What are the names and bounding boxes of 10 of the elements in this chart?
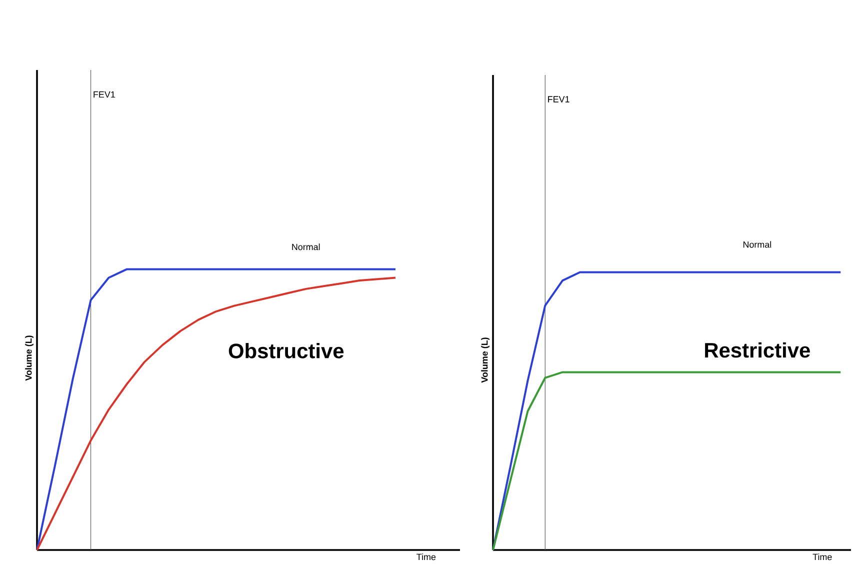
text: Normal <box>743 241 772 248</box>
text: FEV1 <box>548 96 570 102</box>
x-axis-title: Time <box>416 554 436 560</box>
series-label: Restrictive <box>705 342 810 358</box>
x-axis-title: Time <box>812 554 832 560</box>
y-axis-title: Volume (L) <box>481 338 490 383</box>
text: Normal <box>292 244 320 250</box>
text: FEV1 <box>94 91 115 98</box>
y-axis-title: Volume (L) <box>25 336 34 381</box>
series-label: Obstructive <box>228 343 344 358</box>
